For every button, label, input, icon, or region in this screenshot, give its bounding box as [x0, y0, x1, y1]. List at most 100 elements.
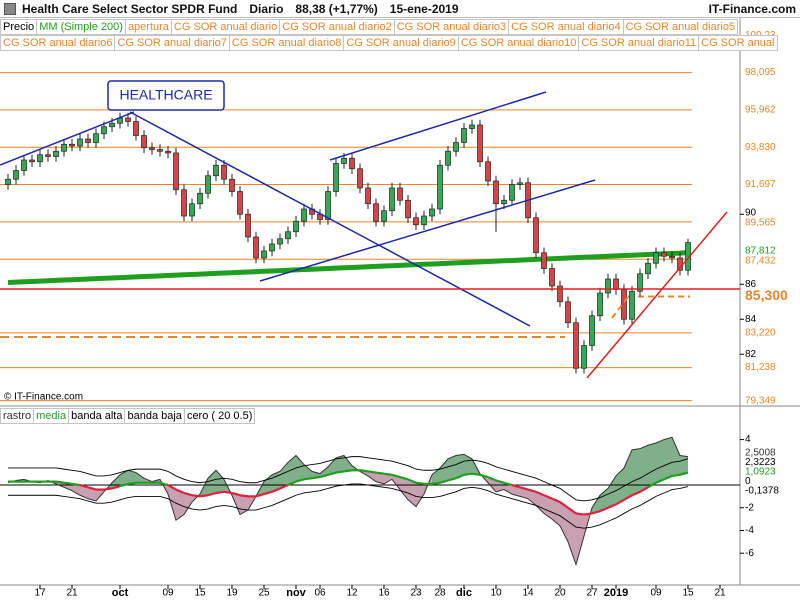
media-segment	[567, 506, 577, 515]
candle-body	[501, 199, 507, 205]
candle-body	[365, 187, 371, 205]
x-tick-label: 17	[34, 588, 46, 599]
x-tick-label: 06	[314, 588, 326, 599]
media-segment	[103, 487, 113, 491]
oscillator-fill	[416, 482, 424, 507]
oscillator-fill	[544, 495, 552, 520]
oscillator-fill	[456, 454, 464, 479]
y-tick-label: 84	[745, 314, 757, 325]
media-segment	[415, 481, 425, 485]
media-segment	[599, 506, 609, 513]
oscillator-fill	[624, 449, 632, 500]
media-segment	[127, 481, 137, 485]
media-segment	[471, 472, 481, 476]
media-segment	[327, 471, 337, 476]
candle-body	[133, 121, 139, 136]
x-tick-label: 21	[714, 588, 726, 599]
oscillator-fill	[384, 473, 392, 484]
media-segment	[71, 482, 81, 487]
oscillator-fill	[136, 472, 144, 483]
candle-body	[405, 199, 411, 219]
media-segment	[399, 476, 409, 481]
legend-item: CG SOR anual diario3	[393, 19, 510, 35]
legend-item: banda alta	[68, 408, 126, 424]
y-tick-label: 4	[745, 434, 751, 445]
candle-body	[517, 182, 523, 185]
trend-line	[329, 91, 547, 161]
x-tick-label: 23	[410, 588, 422, 599]
x-tick-label: oct	[112, 587, 129, 599]
media-segment	[511, 483, 521, 489]
candle-body	[125, 117, 131, 122]
media-segment	[527, 488, 537, 493]
media-segment	[559, 501, 569, 509]
candle-body	[21, 159, 27, 171]
legend-item: CG SOR anual	[698, 35, 778, 51]
legend-item: CG SOR anual diario4	[508, 19, 624, 35]
x-tick-label: 09	[650, 588, 662, 599]
candle-body	[29, 159, 35, 163]
candle-body	[157, 149, 163, 152]
media-segment	[503, 481, 513, 487]
candle-body	[13, 170, 19, 180]
y-tick-label: -2	[745, 502, 754, 513]
copyright: © IT-Finance.com	[4, 392, 83, 403]
x-tick-label: 09	[162, 588, 174, 599]
media-segment	[191, 494, 201, 498]
candle-body	[421, 215, 427, 226]
oscillator-fill	[280, 462, 288, 489]
media-segment	[79, 483, 89, 489]
candle-body	[413, 217, 419, 226]
period: Diario	[249, 1, 284, 16]
media-segment	[663, 474, 673, 481]
media-segment	[479, 473, 489, 479]
x-tick-label: 14	[522, 588, 534, 599]
legend: rastro media banda alta banda baja cero ( 20…	[0, 408, 256, 424]
level-label: 98,095	[745, 67, 776, 78]
level-label: 83,220	[745, 328, 776, 339]
y-tick-label: 0	[745, 476, 751, 487]
media-segment	[447, 477, 457, 482]
oscillator-fill	[440, 458, 448, 483]
oscillator-fill	[408, 479, 416, 507]
oscillator-fill	[88, 487, 96, 501]
media-segment	[519, 486, 529, 491]
media-segment	[383, 472, 393, 476]
oscillator-fill	[552, 498, 560, 526]
oscillator-fill	[80, 485, 88, 499]
candle-body	[597, 292, 603, 317]
oscillator-fill	[576, 513, 584, 565]
candle-body	[669, 255, 675, 259]
legend-item: CG SOR anual diario9	[343, 35, 459, 51]
media-segment	[551, 497, 561, 504]
x-tick-label: 25	[258, 588, 270, 599]
annotation-box	[107, 80, 225, 111]
y-tick-label: 86	[745, 279, 757, 290]
y-tick-label: -6	[745, 548, 754, 559]
media-segment	[615, 498, 625, 506]
candle-body	[333, 163, 339, 192]
legend-item: CG SOR anual diario11	[578, 35, 700, 51]
candle-body	[453, 142, 459, 152]
media-segment	[463, 472, 473, 476]
legend-item: CG SOR anual diario7	[114, 35, 230, 51]
media-segment	[279, 484, 289, 490]
candle-body	[573, 322, 579, 369]
media-segment	[335, 470, 345, 474]
candle-body	[389, 187, 395, 212]
oscillator-fill	[448, 455, 456, 481]
trend-line	[259, 179, 596, 282]
legend-item: cero ( 20 0.5)	[183, 408, 256, 424]
candle-body	[45, 154, 51, 157]
oscillator-fill	[608, 475, 616, 508]
level-label: 79,349	[745, 395, 776, 406]
media-segment	[543, 494, 553, 500]
legend-item: apertura	[124, 19, 172, 35]
candle-body	[149, 147, 155, 150]
candle-body	[221, 164, 227, 180]
trend-line	[129, 111, 531, 327]
legend: Precio MM (Simple 200) apertura CG SOR anua…	[0, 19, 739, 35]
oscillator-fill	[376, 472, 384, 484]
oscillator-fill	[528, 489, 536, 506]
dashed-level	[611, 296, 629, 319]
